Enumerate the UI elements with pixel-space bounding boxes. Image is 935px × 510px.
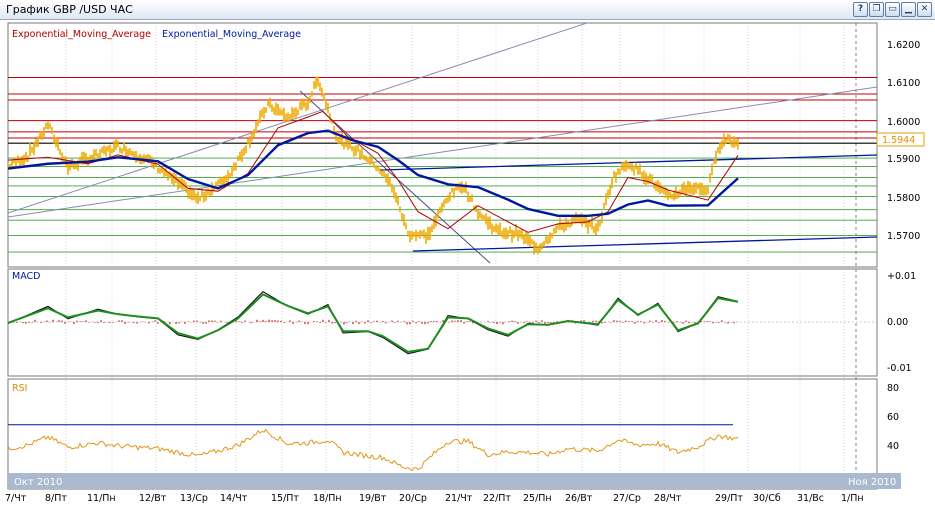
x-tick-label: 1/Пн xyxy=(841,493,864,504)
macd-panel xyxy=(7,268,878,377)
main-panel xyxy=(7,22,878,268)
current-price: 1.5944 xyxy=(882,135,915,146)
x-tick-label: 12/Вт xyxy=(139,493,167,504)
x-tick-label: 26/Вт xyxy=(565,493,593,504)
ytick-label: 1.5900 xyxy=(887,154,920,165)
month-band xyxy=(8,473,877,489)
ema-slow-line xyxy=(8,129,739,217)
x-tick-label: 28/Чт xyxy=(654,493,682,504)
x-tick-label: 22/Пт xyxy=(483,493,511,504)
support-line xyxy=(412,236,877,252)
macd-series xyxy=(8,291,877,355)
macd-signal-line xyxy=(8,293,739,353)
month-label-right: Ноя 2010 xyxy=(848,477,896,488)
macd-ytick-label: +0.01 xyxy=(887,271,916,282)
x-tick-label: 31/Вс xyxy=(797,493,824,504)
x-tick-label: 8/Пт xyxy=(45,493,67,504)
x-tick-label: 30/Сб xyxy=(753,493,781,504)
y-axis: 1.6200 1.6100 1.6000 1.5900 1.5800 1.570… xyxy=(887,40,920,452)
x-tick-label: 21/Чт xyxy=(445,493,473,504)
x-tick-label: 27/Ср xyxy=(613,493,641,504)
x-tick-label: 7/Чт xyxy=(5,493,27,504)
rsi-line xyxy=(8,428,739,472)
rsi-panel xyxy=(7,378,878,490)
x-tick-label: 18/Пн xyxy=(313,493,342,504)
macd-label: MACD xyxy=(12,271,40,282)
ema-fast-line xyxy=(8,110,739,233)
x-tick-label: 20/Ср xyxy=(399,493,427,504)
x-tick-label: 25/Пн xyxy=(523,493,552,504)
price-chart-area[interactable]: Exponential_Moving_Average Exponential_M… xyxy=(0,19,935,510)
macd-ytick-label: 0.00 xyxy=(887,317,908,328)
help-button[interactable]: ? xyxy=(853,2,868,17)
main-series xyxy=(8,76,739,255)
ytick-label: 1.6000 xyxy=(887,117,920,128)
window-titlebar: График GBP /USD ЧАС ? ❐ ▭ ▁ ✕ xyxy=(0,0,935,20)
maximize-button[interactable]: ▭ xyxy=(885,2,900,17)
x-tick-label: 19/Вт xyxy=(359,493,387,504)
window-title: График GBP /USD ЧАС xyxy=(6,3,133,16)
x-axis: 7/Чт 8/Пт 11/Пн 12/Вт 13/Ср 14/Чт 15/Пт 18/Пн 19… xyxy=(5,493,864,504)
ytick-label: 1.6100 xyxy=(887,78,920,89)
x-tick-label: 11/Пн xyxy=(87,493,116,504)
x-tick-label: 29/Пт xyxy=(715,493,743,504)
x-tick-label: 14/Чт xyxy=(220,493,248,504)
rsi-ytick-label: 40 xyxy=(887,441,899,452)
rsi-ytick-label: 60 xyxy=(887,412,899,423)
minimize-button[interactable]: ▁ xyxy=(901,2,916,17)
rsi-label: RSI xyxy=(12,383,27,394)
macd-ytick-label: -0.01 xyxy=(887,363,912,374)
ytick-label: 1.6200 xyxy=(887,40,920,51)
month-band-right xyxy=(843,473,901,489)
channel-lower-line xyxy=(8,86,877,218)
close-button[interactable]: ✕ xyxy=(917,2,932,17)
ytick-label: 1.5700 xyxy=(887,231,920,242)
x-tick-label: 13/Ср xyxy=(180,493,208,504)
channel-upper-line xyxy=(8,23,589,214)
legend-ema-blue: Exponential_Moving_Average xyxy=(162,29,301,40)
ytick-label: 1.5800 xyxy=(887,193,920,204)
rsi-ytick-label: 80 xyxy=(887,383,899,394)
x-tick-label: 15/Пт xyxy=(271,493,299,504)
legend-ema-red: Exponential_Moving_Average xyxy=(12,29,151,40)
month-label-left: Окт 2010 xyxy=(14,477,62,488)
current-price-tag xyxy=(876,132,925,147)
restore-button[interactable]: ❐ xyxy=(869,2,884,17)
